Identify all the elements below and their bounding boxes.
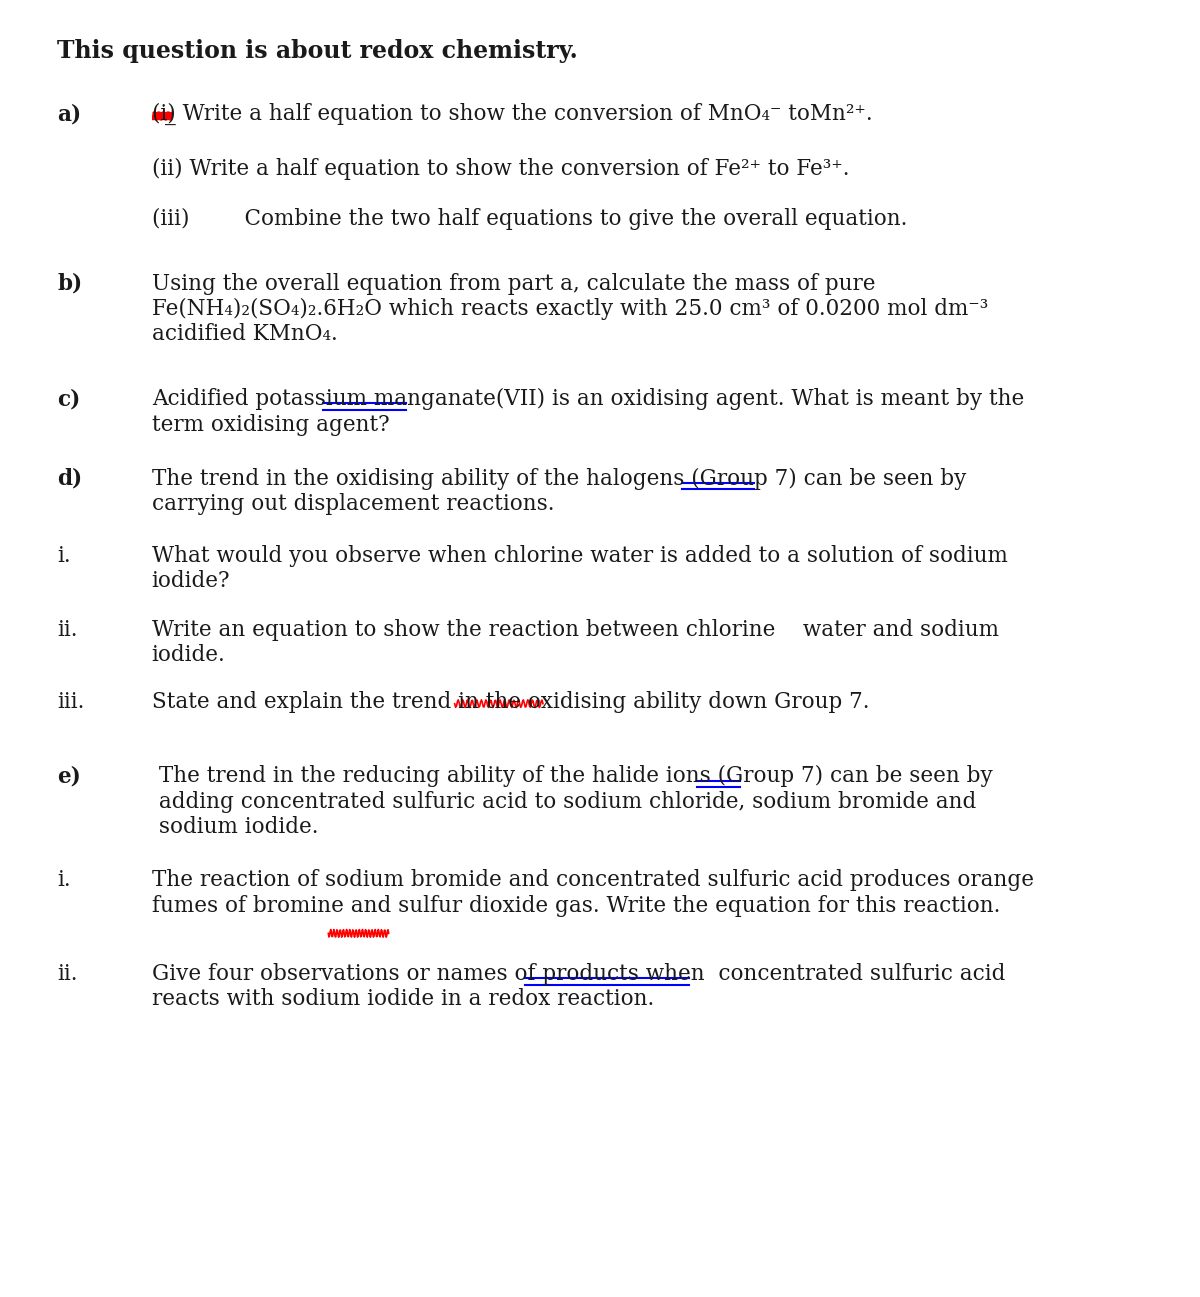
Text: ii.: ii. [58,619,78,641]
Text: The reaction of sodium bromide and concentrated sulfuric acid produces orange
fu: The reaction of sodium bromide and conce… [151,869,1033,917]
Text: d): d) [58,468,82,489]
Text: (i)̲ Write a half equation to show the conversion of MnO₄⁻ toMn²⁺.: (i)̲ Write a half equation to show the c… [151,104,872,126]
Text: The trend in the reducing ability of the halide ions (Group 7) can be seen by
 a: The trend in the reducing ability of the… [151,765,992,838]
Text: Using the overall equation from part a, calculate the mass of pure
Fe(NH₄)₂(SO₄): Using the overall equation from part a, … [151,272,988,345]
Text: iii.: iii. [58,691,84,713]
Text: i.: i. [58,545,71,567]
Text: (iii)        Combine the two half equations to give the overall equation.: (iii) Combine the two half equations to … [151,209,907,231]
Text: a): a) [58,104,82,126]
Text: This question is about redox chemistry.: This question is about redox chemistry. [58,39,577,64]
Text: What would you observe when chlorine water is added to a solution of sodium
iodi: What would you observe when chlorine wat… [151,545,1008,591]
Text: Give four observations or names of products when  concentrated sulfuric acid
rea: Give four observations or names of produ… [151,962,1006,1010]
Text: b): b) [58,272,82,294]
Text: Write an equation to show the reaction between chlorine    water and sodium
iodi: Write an equation to show the reaction b… [151,619,998,667]
Text: i.: i. [58,869,71,891]
Text: (ii) Write a half equation to show the conversion of Fe²⁺ to Fe³⁺.: (ii) Write a half equation to show the c… [151,158,850,180]
Text: Acidified potassium manganate(VII) is an oxidising agent. What is meant by the
t: Acidified potassium manganate(VII) is an… [151,388,1024,436]
Text: State and explain the trend in the oxidising ability down Group 7.: State and explain the trend in the oxidi… [151,691,869,713]
Text: ii.: ii. [58,962,78,984]
Text: e): e) [58,765,80,787]
Text: The trend in the oxidising ability of the halogens (Group 7) can be seen by
carr: The trend in the oxidising ability of th… [151,468,966,515]
Text: c): c) [58,388,80,410]
